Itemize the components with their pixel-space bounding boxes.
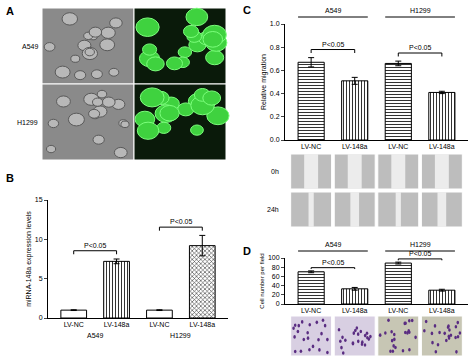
svg-text:P<0.05: P<0.05 bbox=[409, 250, 431, 257]
svg-text:1.0: 1.0 bbox=[270, 20, 280, 27]
svg-text:P<0.05: P<0.05 bbox=[409, 44, 431, 51]
svg-text:40: 40 bbox=[272, 282, 280, 289]
svg-text:15: 15 bbox=[35, 196, 43, 203]
svg-text:0: 0 bbox=[276, 300, 280, 307]
svg-text:5: 5 bbox=[39, 275, 43, 282]
svg-text:H1299: H1299 bbox=[17, 119, 38, 126]
svg-text:Relative migration: Relative migration bbox=[260, 54, 268, 110]
svg-text:P<0.05: P<0.05 bbox=[322, 259, 344, 266]
svg-text:LV-NC: LV-NC bbox=[301, 143, 321, 150]
svg-text:LV-NC: LV-NC bbox=[388, 143, 408, 150]
svg-text:H1299: H1299 bbox=[170, 332, 191, 339]
svg-text:0.6: 0.6 bbox=[270, 67, 280, 74]
svg-text:100: 100 bbox=[268, 254, 280, 261]
svg-text:0.4: 0.4 bbox=[270, 90, 280, 97]
svg-text:24h: 24h bbox=[267, 206, 279, 213]
svg-text:80: 80 bbox=[272, 264, 280, 271]
svg-text:miRNA-148a expression levels: miRNA-148a expression levels bbox=[25, 211, 33, 307]
svg-text:A: A bbox=[6, 5, 14, 17]
svg-text:B: B bbox=[6, 172, 14, 184]
svg-text:0.0: 0.0 bbox=[270, 136, 280, 143]
svg-text:LV-148a: LV-148a bbox=[429, 143, 455, 150]
svg-text:C: C bbox=[243, 4, 251, 16]
svg-text:60: 60 bbox=[272, 273, 280, 280]
svg-text:LV-148a: LV-148a bbox=[342, 143, 368, 150]
svg-text:A549: A549 bbox=[325, 7, 341, 14]
svg-text:H1299: H1299 bbox=[410, 241, 431, 248]
svg-text:0.8: 0.8 bbox=[270, 44, 280, 51]
svg-text:20: 20 bbox=[272, 291, 280, 298]
svg-text:LV-148a: LV-148a bbox=[342, 307, 368, 314]
svg-text:LV-148a: LV-148a bbox=[104, 321, 130, 328]
svg-text:LV-148a: LV-148a bbox=[190, 321, 216, 328]
svg-text:A549: A549 bbox=[87, 332, 103, 339]
svg-text:0: 0 bbox=[39, 314, 43, 321]
svg-text:P<0.05: P<0.05 bbox=[84, 242, 106, 249]
svg-text:0.2: 0.2 bbox=[270, 113, 280, 120]
svg-text:LV-NC: LV-NC bbox=[301, 307, 321, 314]
svg-text:LV-NC: LV-NC bbox=[388, 307, 408, 314]
svg-text:LV-148a: LV-148a bbox=[429, 307, 455, 314]
svg-text:10: 10 bbox=[35, 236, 43, 243]
svg-text:P<0.05: P<0.05 bbox=[322, 41, 344, 48]
svg-text:LV-NC: LV-NC bbox=[64, 321, 84, 328]
svg-text:Cell number per field: Cell number per field bbox=[259, 253, 265, 308]
svg-text:A549: A549 bbox=[325, 241, 341, 248]
svg-text:D: D bbox=[243, 245, 251, 257]
svg-text:H1299: H1299 bbox=[410, 7, 431, 14]
svg-text:0h: 0h bbox=[271, 168, 279, 175]
svg-text:LV-NC: LV-NC bbox=[149, 321, 169, 328]
svg-text:A549: A549 bbox=[22, 43, 38, 50]
svg-text:P<0.05: P<0.05 bbox=[170, 218, 192, 225]
